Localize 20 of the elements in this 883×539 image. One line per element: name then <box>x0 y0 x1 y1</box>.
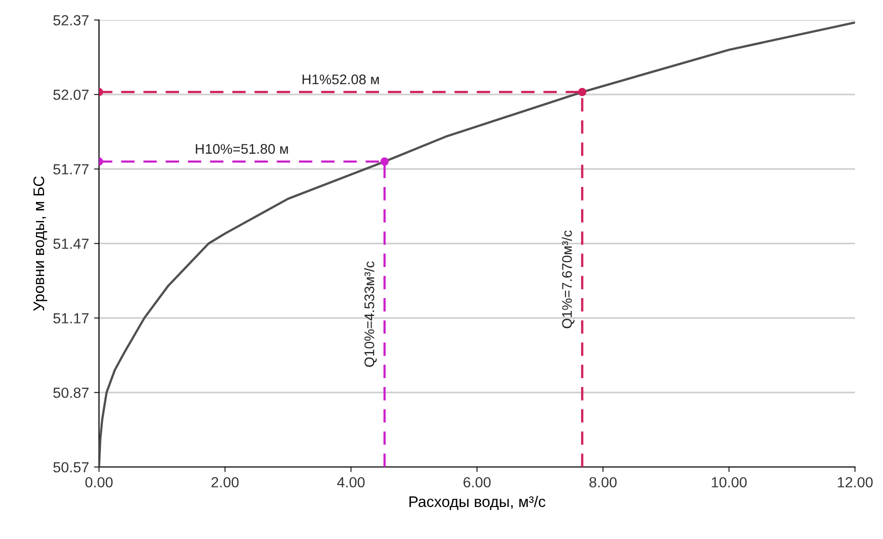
text: Q10%=4.533м³/с <box>364 261 377 367</box>
y-axis-title: Уровни воды, м БС <box>33 176 48 311</box>
y-tick-label: 51.17 <box>53 313 89 324</box>
x-tick-label: 0.00 <box>85 477 113 488</box>
y-tick-label: 52.07 <box>53 90 89 100</box>
x-tick-label: 10.00 <box>712 477 747 488</box>
x-axis-title: Расходы воды, м³/с <box>409 496 546 510</box>
x-tick-label: 8.00 <box>589 477 617 488</box>
x-tick-label: 6.00 <box>464 477 491 488</box>
y-tick-label: 50.87 <box>53 388 89 398</box>
y-tick-label: 51.47 <box>53 238 89 249</box>
y-tick-label: 52.37 <box>53 15 89 26</box>
y-tick-label: 50.57 <box>53 462 89 472</box>
x-tick-label: 12.00 <box>838 477 873 488</box>
x-tick-label: 2.00 <box>212 477 239 488</box>
y-tick-label: 51.77 <box>53 164 89 174</box>
series-label: Н1%52.08 м <box>302 74 379 84</box>
x-tick-label: 4.00 <box>337 477 365 488</box>
series-label: Н10%=51.80 м <box>196 144 288 154</box>
text: Q1%=7.670м³/с <box>562 230 574 328</box>
